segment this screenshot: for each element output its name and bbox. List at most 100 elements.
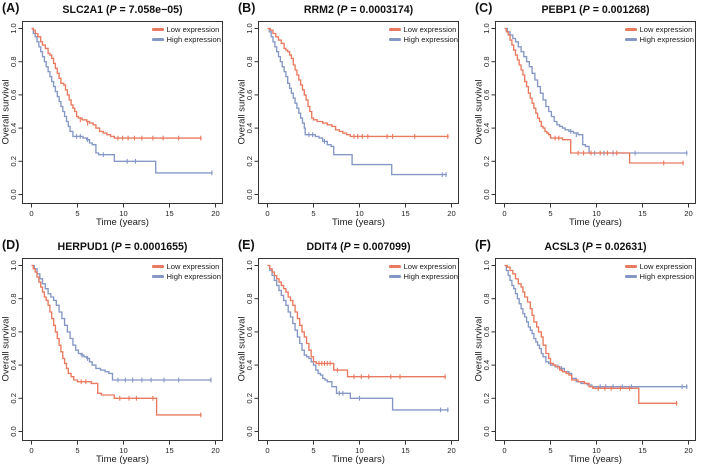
legend-row-low: Low expression [151, 262, 221, 271]
panel-title: DDIT4 (P = 0.007099) [258, 241, 459, 253]
x-axis-tick-label: 15 [638, 209, 646, 218]
legend-label-low: Low expression [403, 262, 457, 271]
x-axis-tick-label: 5 [548, 446, 552, 455]
x-axis-tick-label: 15 [165, 209, 173, 218]
legend-label-low: Low expression [403, 25, 457, 34]
p-open: ( [576, 4, 583, 16]
survival-curve-high [31, 27, 213, 174]
p-symbol: P [582, 4, 590, 16]
y-axis-tick-label: 0.6 [482, 327, 491, 338]
gene-name: RRM2 [303, 4, 334, 16]
x-axis-tick-label: 5 [548, 209, 552, 218]
y-axis-tick-label: 0.4 [482, 360, 491, 371]
survival-curve-high [267, 27, 447, 176]
legend-label-high: High expression [639, 272, 694, 281]
y-axis-tick-label: 0.2 [482, 393, 491, 404]
y-axis-tick-label: 1.0 [9, 23, 18, 34]
panel-letter: (A) [2, 1, 20, 15]
legend: Low expression High expression [388, 25, 458, 44]
x-axis-tick-label: 10 [119, 209, 127, 218]
gene-name: HERPUD1 [57, 241, 109, 253]
x-axis-tick-label: 20 [447, 209, 455, 218]
p-open: ( [337, 241, 344, 253]
p-open: ( [579, 241, 586, 253]
legend-key-high-icon [624, 38, 637, 41]
x-axis-tick-label: 5 [75, 209, 79, 218]
x-axis-tick-label: 10 [592, 446, 600, 455]
survival-curve-low [31, 264, 202, 416]
x-axis-tick-label: 10 [119, 446, 127, 455]
legend-label-high: High expression [166, 35, 221, 44]
x-axis-tick-label: 15 [638, 446, 646, 455]
y-axis-tick-label: 1.0 [482, 260, 491, 271]
legend: Low expression High expression [624, 25, 694, 44]
plot-border [495, 258, 696, 441]
legend-label-high: High expression [403, 272, 458, 281]
legend: Low expression High expression [624, 262, 694, 281]
y-axis-tick-label: 0.6 [9, 327, 18, 338]
gene-name: ACSL3 [544, 241, 580, 253]
legend-label-low: Low expression [166, 262, 220, 271]
survival-curve-low [267, 27, 449, 138]
km-panel-b: (B) RRM2 (P = 0.0003174) Overall surviva… [236, 0, 473, 237]
y-axis-tick-label: 0.6 [482, 90, 491, 101]
x-axis-label: Time (years) [332, 217, 385, 228]
p-value: = 0.001268) [589, 4, 650, 16]
x-axis-tick-label: 10 [355, 209, 363, 218]
legend-key-low-icon [624, 28, 637, 31]
km-plot: 0 5 10 15 20 1.0 0.8 0.6 0.4 0.2 0.0 [482, 258, 696, 455]
legend-row-low: Low expression [388, 25, 458, 34]
panel-title: RRM2 (P = 0.0003174) [258, 4, 459, 16]
x-axis-tick-label: 0 [502, 446, 506, 455]
gene-name: DDIT4 [306, 241, 338, 253]
panel-title: HERPUD1 (P = 0.0001655) [22, 241, 223, 253]
legend-row-high: High expression [624, 272, 694, 281]
legend-row-high: High expression [388, 35, 458, 44]
y-axis-tick-label: 0.0 [245, 426, 254, 437]
km-plot: 0 5 10 15 20 1.0 0.8 0.6 0.4 0.2 0.0 [245, 258, 459, 455]
x-axis-tick-label: 0 [502, 209, 506, 218]
legend-row-low: Low expression [388, 262, 458, 271]
y-axis-tick-label: 0.0 [482, 189, 491, 200]
x-axis-tick-label: 5 [311, 446, 315, 455]
p-value: = 0.0001655) [121, 241, 188, 253]
x-axis-tick-label: 10 [355, 446, 363, 455]
legend-row-low: Low expression [151, 25, 221, 34]
p-value: = 0.007099) [350, 241, 411, 253]
y-axis-tick-label: 0.2 [482, 156, 491, 167]
panel-letter: (F) [475, 238, 491, 252]
km-plot: 0 5 10 15 20 1.0 0.8 0.6 0.4 0.2 0.0 [9, 258, 223, 455]
legend-row-high: High expression [388, 272, 458, 281]
km-panel-c: (C) PEBP1 (P = 0.001268) Overall surviva… [473, 0, 709, 237]
x-axis-tick-label: 20 [684, 209, 692, 218]
survival-curve-low [31, 27, 202, 139]
legend-label-high: High expression [403, 35, 458, 44]
panel-title: PEBP1 (P = 0.001268) [495, 4, 696, 16]
legend-key-high-icon [624, 275, 637, 278]
x-axis-tick-label: 20 [211, 209, 219, 218]
p-symbol: P [343, 241, 351, 253]
legend-row-high: High expression [151, 272, 221, 281]
x-axis-label: Time (years) [569, 454, 622, 465]
p-value: = 0.02631) [592, 241, 647, 253]
y-axis-tick-label: 1.0 [245, 23, 254, 34]
y-axis-tick-label: 0.4 [245, 360, 254, 371]
panel-title: SLC2A1 (P = 7.058e−05) [22, 4, 223, 16]
x-axis-tick-label: 15 [165, 446, 173, 455]
y-axis-tick-label: 0.0 [482, 426, 491, 437]
legend-row-low: Low expression [624, 262, 694, 271]
legend-row-high: High expression [624, 35, 694, 44]
panel-letter: (C) [475, 1, 493, 15]
km-panel-f: (F) ACSL3 (P = 0.02631) Overall survival… [473, 237, 709, 475]
y-axis-tick-label: 0.2 [9, 156, 18, 167]
survival-curve-low [504, 264, 678, 404]
legend: Low expression High expression [151, 25, 221, 44]
legend-key-low-icon [151, 265, 164, 268]
survival-curve-low [267, 264, 446, 378]
legend-key-high-icon [151, 275, 164, 278]
y-axis-tick-label: 0.2 [9, 393, 18, 404]
p-symbol: P [585, 241, 593, 253]
legend-label-low: Low expression [166, 25, 220, 34]
km-plot: 0 5 10 15 20 1.0 0.8 0.6 0.4 0.2 0.0 [482, 21, 696, 218]
